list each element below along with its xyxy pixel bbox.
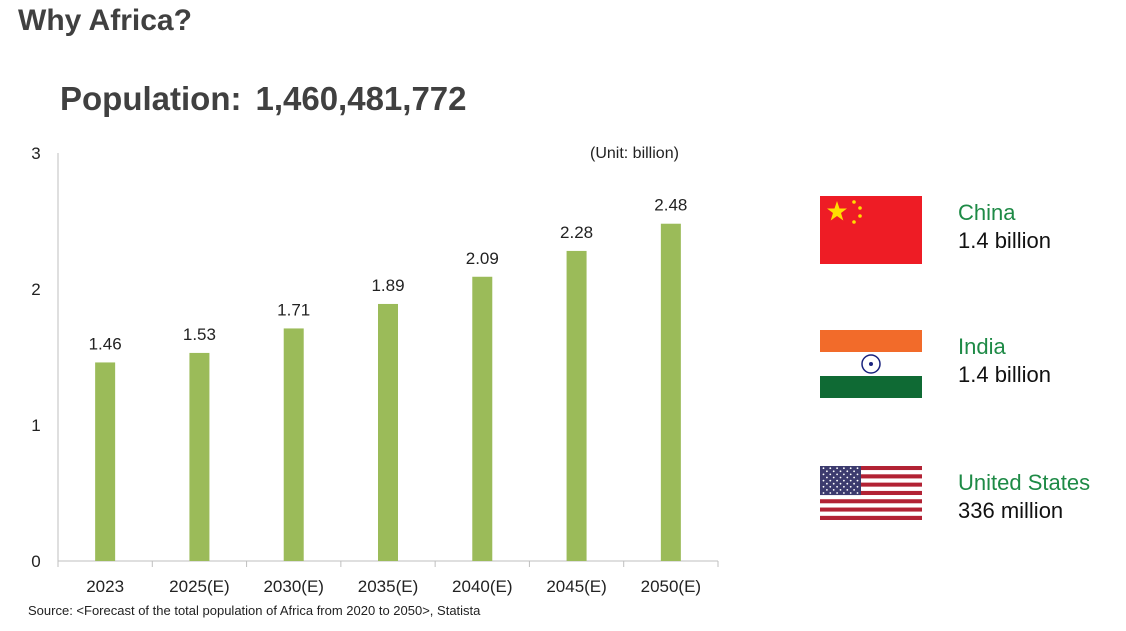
country-name: China — [958, 200, 1016, 225]
bar — [378, 303, 398, 561]
bar — [189, 352, 210, 561]
population-value: 1,460,481,772 — [255, 80, 467, 117]
data-label: 2.28 — [560, 223, 593, 242]
x-tick-label: 2050(E) — [641, 577, 701, 596]
country-population: 336 million — [958, 498, 1064, 523]
y-tick-label: 2 — [31, 280, 40, 299]
bar — [95, 362, 116, 561]
source-note: Source: <Forecast of the total populatio… — [28, 603, 481, 618]
india-flag-icon — [820, 330, 922, 398]
population-label: Population: — [60, 80, 242, 117]
x-tick-label: 2030(E) — [263, 577, 323, 596]
x-tick-label: 2040(E) — [452, 577, 512, 596]
country-name: India — [958, 334, 1006, 359]
x-tick-label: 2025(E) — [169, 577, 229, 596]
bar — [566, 250, 587, 562]
country-population: 1.4 billion — [958, 228, 1051, 253]
data-label: 1.53 — [183, 325, 216, 344]
usa-flag-icon — [820, 466, 922, 520]
y-tick-label: 1 — [31, 416, 40, 435]
x-tick-label: 2045(E) — [546, 577, 606, 596]
china-flag-icon — [820, 196, 922, 264]
data-label: 1.46 — [89, 334, 122, 353]
bar — [283, 328, 304, 561]
unit-label: (Unit: billion) — [590, 145, 679, 162]
data-label: 2.48 — [654, 196, 687, 215]
x-tick-label: 2023 — [86, 577, 124, 596]
y-tick-label: 3 — [31, 144, 40, 163]
x-tick-label: 2035(E) — [358, 577, 418, 596]
data-label: 2.09 — [466, 249, 499, 268]
y-tick-label: 0 — [31, 552, 40, 571]
country-population: 1.4 billion — [958, 362, 1051, 387]
population-heading: Population: 1,460,481,772 — [60, 80, 467, 118]
bar — [660, 223, 681, 561]
country-name: United States — [958, 470, 1091, 495]
bar — [472, 276, 493, 561]
page-title: Why Africa? — [18, 4, 192, 37]
data-label: 1.71 — [277, 300, 310, 319]
data-label: 1.89 — [371, 276, 404, 295]
